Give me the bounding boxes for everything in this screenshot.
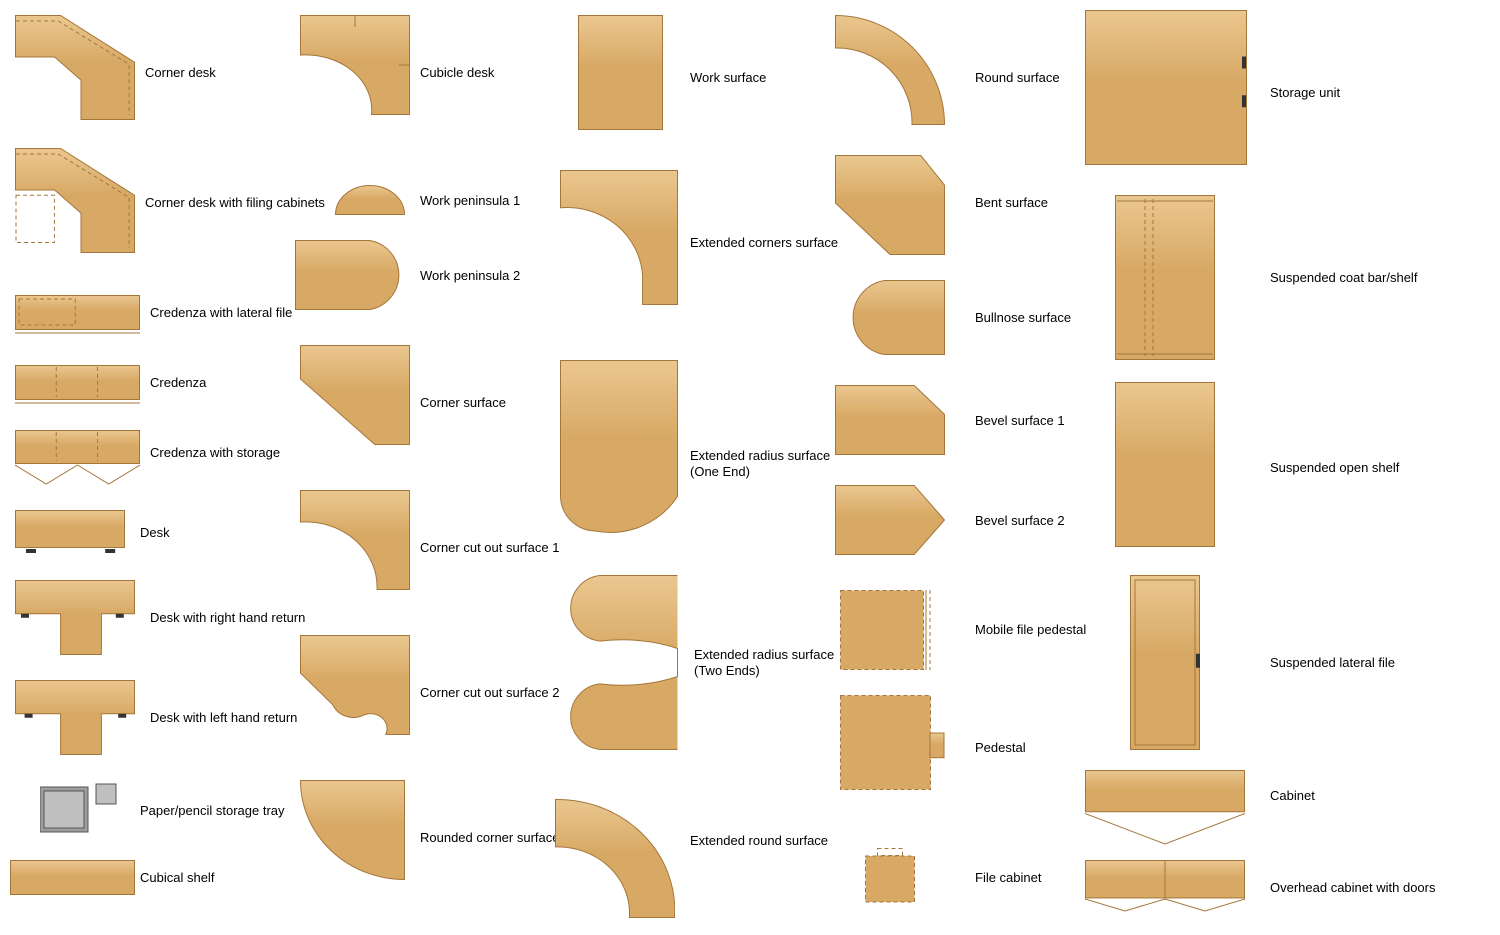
desk-left-return-label: Desk with left hand return [150, 710, 297, 726]
cubicle-desk-label: Cubicle desk [420, 65, 494, 81]
ext-corners-surface-label: Extended corners surface [690, 235, 838, 251]
corner-cutout-1-shape [300, 490, 410, 590]
corner-desk-label: Corner desk [145, 65, 216, 81]
work-peninsula-1-shape [335, 185, 405, 215]
bullnose-surface-shape [835, 280, 945, 355]
round-surface-label: Round surface [975, 70, 1060, 86]
ext-radius-two-shape [560, 575, 678, 750]
suspended-lateral-file-label: Suspended lateral file [1270, 655, 1395, 671]
rounded-corner-surface-label: Rounded corner surface [420, 830, 559, 846]
corner-desk-filing-label: Corner desk with filing cabinets [145, 195, 325, 211]
credenza-lateral-label: Credenza with lateral file [150, 305, 292, 321]
credenza-storage-shape [15, 430, 140, 485]
bevel-surface-1-label: Bevel surface 1 [975, 413, 1065, 429]
cabinet-label: Cabinet [1270, 788, 1315, 804]
work-surface-label: Work surface [690, 70, 766, 86]
corner-desk-filing-shape [15, 148, 135, 253]
cubical-shelf-shape [10, 860, 135, 895]
work-peninsula-1-label: Work peninsula 1 [420, 193, 520, 209]
cubicle-desk-shape [300, 15, 410, 115]
ext-round-surface-shape [555, 760, 675, 918]
suspended-lateral-file-shape [1130, 575, 1200, 750]
ext-radius-one-label: Extended radius surface (One End) [690, 448, 830, 481]
ext-radius-two-label: Extended radius surface (Two Ends) [694, 647, 834, 680]
paper-pencil-tray-label: Paper/pencil storage tray [140, 803, 285, 819]
round-surface-shape [835, 15, 945, 125]
ext-radius-one-shape [560, 360, 678, 535]
suspended-open-shelf-shape [1115, 382, 1215, 547]
overhead-cabinet-shape [1085, 860, 1245, 912]
rounded-corner-surface-shape [300, 780, 405, 880]
corner-cutout-2-label: Corner cut out surface 2 [420, 685, 559, 701]
storage-unit-label: Storage unit [1270, 85, 1340, 101]
overhead-cabinet-label: Overhead cabinet with doors [1270, 880, 1435, 896]
cubical-shelf-label: Cubical shelf [140, 870, 214, 886]
suspended-coat-bar-shape [1115, 195, 1215, 360]
corner-desk-shape [15, 15, 135, 120]
corner-cutout-1-label: Corner cut out surface 1 [420, 540, 559, 556]
suspended-coat-bar-label: Suspended coat bar/shelf [1270, 270, 1417, 286]
credenza-storage-label: Credenza with storage [150, 445, 280, 461]
work-surface-shape [578, 15, 663, 130]
mobile-file-pedestal-shape [840, 590, 935, 670]
bent-surface-label: Bent surface [975, 195, 1048, 211]
credenza-lateral-shape [15, 295, 140, 335]
paper-pencil-tray-shape [40, 782, 120, 837]
cabinet-shape [1085, 770, 1245, 845]
desk-right-return-shape [15, 580, 135, 655]
credenza-label: Credenza [150, 375, 206, 391]
bevel-surface-2-shape [835, 485, 945, 555]
work-peninsula-2-shape [295, 240, 410, 310]
desk-right-return-label: Desk with right hand return [150, 610, 305, 626]
credenza-shape [15, 365, 140, 405]
file-cabinet-label: File cabinet [975, 870, 1041, 886]
mobile-file-pedestal-label: Mobile file pedestal [975, 622, 1086, 638]
corner-surface-shape [300, 345, 410, 445]
pedestal-label: Pedestal [975, 740, 1026, 756]
bent-surface-shape [835, 155, 945, 255]
storage-unit-shape [1085, 10, 1247, 165]
work-peninsula-2-label: Work peninsula 2 [420, 268, 520, 284]
furniture-shape-legend: Corner desk Corner desk with filing cabi… [0, 0, 1500, 935]
desk-label: Desk [140, 525, 170, 541]
bullnose-surface-label: Bullnose surface [975, 310, 1071, 326]
corner-cutout-2-shape [300, 635, 410, 735]
ext-corners-surface-shape [560, 170, 678, 305]
desk-left-return-shape [15, 680, 135, 755]
pedestal-shape [840, 695, 945, 790]
bevel-surface-1-shape [835, 385, 945, 455]
desk-shape [15, 510, 125, 555]
suspended-open-shelf-label: Suspended open shelf [1270, 460, 1399, 476]
file-cabinet-shape [865, 848, 915, 903]
ext-round-surface-label: Extended round surface [690, 833, 828, 849]
corner-surface-label: Corner surface [420, 395, 506, 411]
bevel-surface-2-label: Bevel surface 2 [975, 513, 1065, 529]
